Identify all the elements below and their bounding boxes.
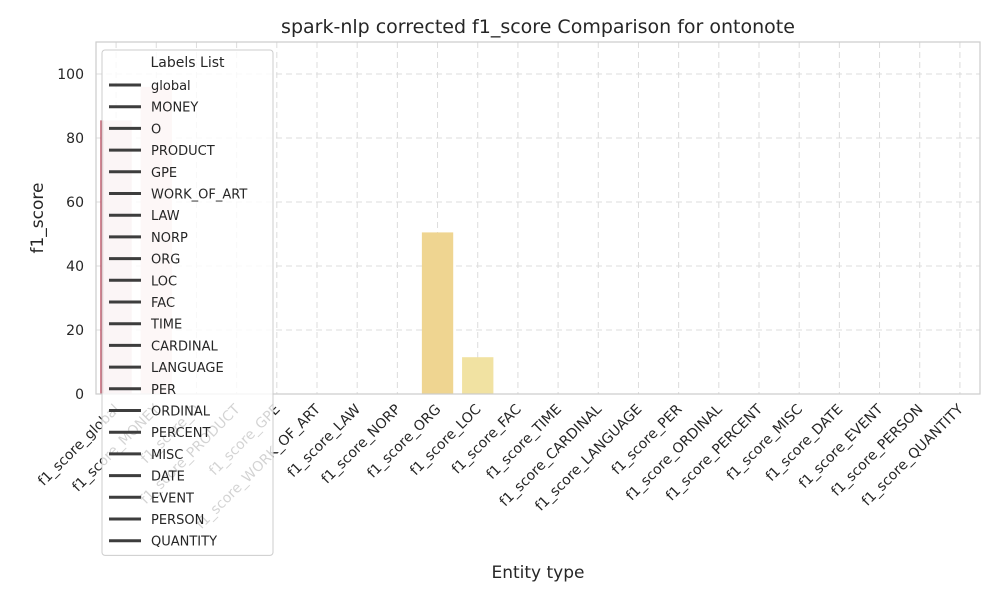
legend-entry: LANGUAGE: [109, 361, 224, 376]
x-tick-label: f1_score_PER: [609, 401, 686, 478]
legend-entry: global: [109, 79, 191, 94]
legend-label: TIME: [150, 318, 182, 333]
legend-label: global: [151, 79, 191, 94]
legend-entry: DATE: [109, 470, 185, 485]
legend-label: ORG: [151, 253, 180, 268]
legend-entry: PER: [109, 383, 176, 398]
legend-entry: GPE: [109, 166, 177, 181]
x-tick-label: f1_score_FAC: [449, 401, 525, 477]
legend-label: LANGUAGE: [151, 361, 224, 376]
legend-label: FAC: [151, 296, 175, 311]
legend-items: global MONEY O PRODUCT GPE WORK_OF_ART LAW NORP…: [109, 79, 247, 550]
legend-entry: ORDINAL: [109, 405, 211, 420]
legend-label: DATE: [151, 470, 185, 485]
legend-entry: NORP: [109, 231, 188, 246]
x-axis-label: Entity type: [491, 563, 584, 583]
legend-label: LOC: [151, 274, 177, 289]
legend-box: [101, 49, 274, 556]
legend-label: NORP: [151, 231, 188, 246]
legend-entry: MONEY: [109, 101, 198, 116]
legend-label: WORK_OF_ART: [151, 188, 247, 203]
legend-entry: MISC: [109, 448, 183, 463]
legend-label: MONEY: [151, 101, 198, 116]
legend-entry: PERCENT: [109, 426, 210, 441]
bar-f1_score_ORG: [421, 232, 454, 394]
legend-label: CARDINAL: [151, 339, 218, 354]
legend-entry: EVENT: [109, 491, 194, 506]
legend-entry: QUANTITY: [109, 535, 217, 550]
y-tick-label: 40: [66, 259, 84, 275]
y-axis-label: f1_score: [28, 183, 48, 254]
plot-frame: [95, 41, 981, 395]
legend: Labels List global MONEY O PRODUCT GPE WORK_O…: [101, 49, 274, 556]
legend-label: PERSON: [151, 513, 204, 528]
legend-entry: O: [109, 122, 161, 137]
legend-label: EVENT: [151, 491, 194, 506]
y-tick-label: 60: [66, 195, 84, 211]
legend-entry: WORK_OF_ART: [109, 188, 247, 203]
legend-label: LAW: [151, 209, 180, 224]
y-ticks: 0 20 40 60 80 100: [57, 67, 84, 403]
legend-label: PRODUCT: [151, 144, 215, 159]
legend-label: GPE: [151, 166, 177, 181]
legend-label: PERCENT: [151, 426, 210, 441]
legend-entry: ORG: [109, 253, 180, 268]
legend-entry: LAW: [109, 209, 180, 224]
y-tick-label: 20: [66, 323, 84, 339]
legend-entry: LOC: [109, 274, 177, 289]
x-tick-label: f1_score_LOC: [407, 401, 485, 479]
legend-label: O: [151, 122, 161, 137]
chart-title: spark-nlp corrected f1_score Comparison …: [281, 16, 795, 38]
legend-entry: PRODUCT: [109, 144, 215, 159]
legend-entry: FAC: [109, 296, 175, 311]
legend-label: MISC: [151, 448, 183, 463]
bar-f1_score_LOC: [462, 357, 494, 394]
y-tick-label: 80: [66, 131, 84, 147]
y-tick-label: 0: [75, 387, 84, 403]
grid-lines: [96, 42, 980, 395]
legend-entry: TIME: [109, 318, 182, 333]
y-tick-label: 100: [57, 67, 84, 83]
legend-label: QUANTITY: [151, 535, 217, 550]
legend-entry: CARDINAL: [109, 339, 218, 354]
legend-label: ORDINAL: [151, 405, 211, 420]
legend-entry: PERSON: [109, 513, 204, 528]
legend-label: PER: [151, 383, 176, 398]
legend-title: Labels List: [151, 55, 225, 71]
